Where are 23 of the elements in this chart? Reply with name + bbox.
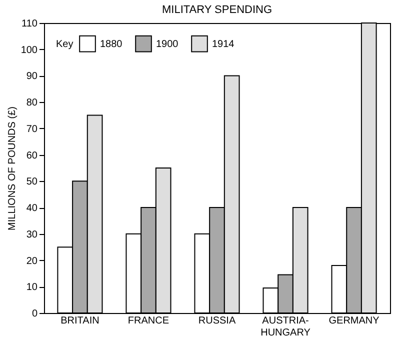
y-tick-label: 0 [32,308,38,320]
y-tick-label: 10 [26,282,38,294]
legend-title: Key [56,39,74,50]
y-tick-label: 90 [26,71,38,82]
y-tick-label: 20 [26,256,38,267]
chart-title: MILITARY SPENDING [162,4,272,16]
y-tick-label: 60 [26,150,38,162]
x-tick-label: BRITAIN [60,316,100,326]
legend-label: 1914 [212,38,235,50]
y-tick-label: 70 [26,124,38,135]
y-tick-label: 100 [20,44,38,56]
x-tick-label: AUSTRIA-HUNGARY [260,316,311,338]
legend-label: 1880 [100,38,123,50]
y-tick-label: 40 [26,203,38,214]
x-tick-label: FRANCE [128,316,170,326]
y-tick-label: 30 [26,229,38,240]
y-tick-label: 80 [26,98,38,109]
legend-label: 1900 [156,38,179,50]
y-axis-title: MILLIONS OF POUNDS (£) [6,106,18,230]
x-tick-label: GERMANY [328,316,380,326]
y-tick-label: 110 [22,18,38,30]
x-tick-label: RUSSIA [198,316,236,326]
y-tick-label: 50 [26,176,38,188]
